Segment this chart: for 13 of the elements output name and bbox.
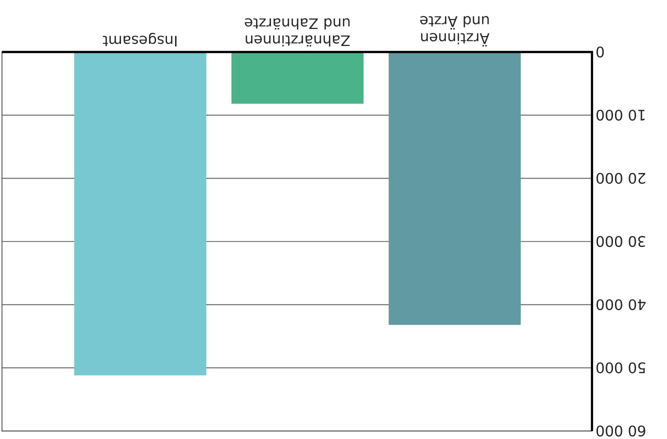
x-tick-label: Ärztinnen und Ärzte <box>420 16 490 46</box>
x-tick-label: Zahnärztinnen und Zahnärzte <box>244 18 350 46</box>
y-tick-label: 40 000 <box>596 299 646 310</box>
y-tick-label: 30 000 <box>596 236 646 247</box>
y-tick-label: 50 000 <box>596 362 646 374</box>
y-tick-label: 0 <box>596 46 604 58</box>
bar <box>388 52 521 325</box>
y-tick-label: 20 000 <box>596 172 646 184</box>
bar <box>74 52 206 376</box>
bar <box>231 52 364 104</box>
y-tick-label: 60 000 <box>596 426 646 436</box>
y-tick-label: 10 000 <box>596 110 645 121</box>
x-tick-label: Insgesamt <box>102 32 176 46</box>
